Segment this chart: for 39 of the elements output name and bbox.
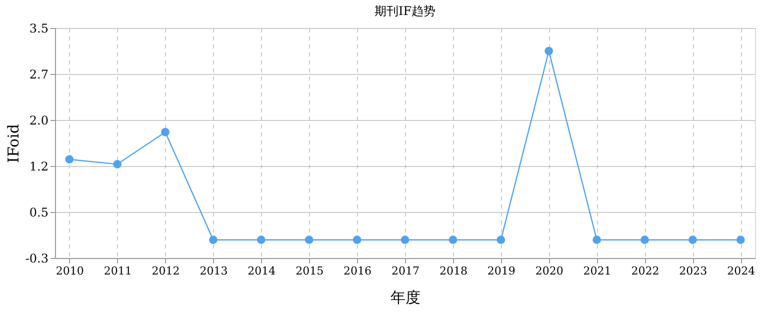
x-tick-label: 2014 <box>248 264 276 278</box>
point <box>736 236 745 244</box>
y-tick-label: 2.0 <box>29 114 48 128</box>
x-tick-label: 2016 <box>344 264 372 278</box>
point <box>688 236 697 244</box>
x-tick-label: 2022 <box>631 264 660 278</box>
x-tick-label: 2020 <box>535 264 564 278</box>
point <box>496 236 506 244</box>
y-tick-label: 3.5 <box>29 22 48 36</box>
x-tick-label: 2023 <box>679 264 708 278</box>
point <box>592 236 601 244</box>
point <box>448 236 458 244</box>
x-axis-title: 年度 <box>390 288 420 306</box>
x-tick-label: 2021 <box>583 264 612 278</box>
x-tick-label: 2013 <box>200 264 228 278</box>
y-axis-title: IFoid <box>4 124 22 163</box>
x-tick-label: 2010 <box>56 264 84 278</box>
point <box>113 160 122 168</box>
y-tick-label: 1.2 <box>29 160 48 174</box>
y-tick-label: 0.5 <box>29 206 48 220</box>
point <box>256 236 266 244</box>
point <box>161 128 170 136</box>
x-tick-label: 2017 <box>392 264 420 278</box>
point <box>640 236 649 244</box>
y-tick-label: -0.3 <box>25 252 48 266</box>
point <box>352 236 362 244</box>
x-tick-label: 2011 <box>104 264 132 278</box>
point <box>544 46 554 56</box>
x-tick-label: 2024 <box>727 264 756 278</box>
point <box>304 236 314 244</box>
y-tick-label: 2.7 <box>29 68 48 82</box>
chart-title: 期刊IF趋势 <box>374 4 436 18</box>
x-tick-label: 2012 <box>152 264 180 278</box>
x-tick-label: 2015 <box>296 264 324 278</box>
x-tick-label: 2019 <box>487 264 516 278</box>
x-tick-label: 2018 <box>439 264 468 278</box>
point <box>209 236 218 244</box>
point <box>400 236 410 244</box>
point <box>65 155 74 164</box>
